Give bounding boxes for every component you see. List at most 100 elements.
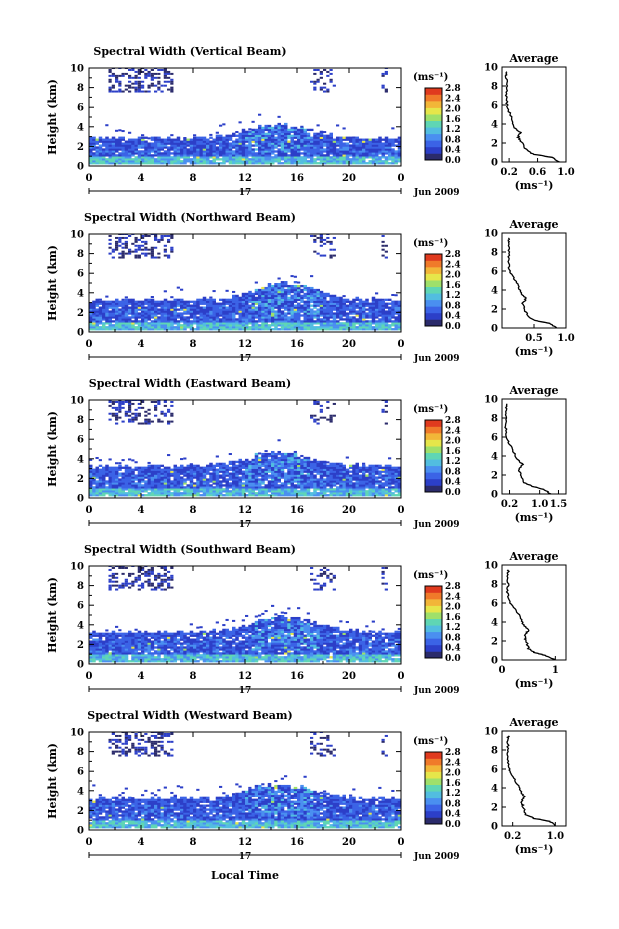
heatmap-cell: [326, 140, 330, 143]
heatmap-cell: [102, 468, 106, 471]
heatmap-cell: [163, 160, 168, 163]
heatmap-cell: [105, 148, 109, 151]
heatmap-cell: [154, 316, 158, 319]
heatmap-cell: [300, 290, 304, 294]
heatmap-cell: [121, 154, 125, 157]
heatmap-cell: [258, 113, 262, 116]
heatmap-cell: [277, 130, 281, 134]
heatmap-cell: [212, 310, 216, 313]
heatmap-cell: [228, 306, 233, 309]
heatmap-cell: [206, 158, 210, 161]
heatmap-cell: [271, 462, 275, 466]
heatmap-cell: [267, 152, 272, 155]
heatmap-cell: [160, 486, 164, 489]
heatmap-cell: [215, 484, 220, 487]
heatmap-cell: [154, 142, 158, 145]
heatmap-cell: [258, 470, 262, 473]
heatmap-cell: [358, 304, 363, 307]
heatmap-cell: [137, 308, 142, 311]
heatmap-cell: [215, 314, 220, 317]
heatmap-cell: [352, 494, 356, 497]
heatmap-cell: [319, 160, 324, 163]
heatmap-cell: [111, 316, 116, 319]
heatmap-cell: [180, 470, 184, 473]
heatmap-cell: [202, 488, 207, 491]
heatmap-cell: [371, 138, 376, 141]
heatmap-cell: [89, 318, 93, 321]
heatmap-cell: [326, 154, 330, 157]
heatmap-cell: [284, 294, 288, 298]
heatmap-cell: [251, 458, 255, 462]
heatmap-cell: [196, 470, 200, 473]
heatmap-cell: [339, 158, 343, 161]
heatmap-cell: [183, 144, 187, 147]
heatmap-cell: [280, 284, 285, 288]
heatmap-cell: [384, 146, 389, 149]
heatmap-cell: [189, 492, 194, 495]
heatmap-cell: [102, 328, 106, 331]
heatmap-cell: [332, 146, 337, 149]
heatmap-cell: [124, 316, 129, 319]
heatmap-cell: [232, 318, 236, 321]
heatmap-cell: [271, 472, 275, 475]
heatmap-cell: [89, 478, 93, 481]
heatmap-cell: [254, 314, 259, 317]
heatmap-cell: [384, 298, 389, 301]
heatmap-cell: [267, 300, 272, 303]
heatmap-cell: [329, 324, 333, 327]
heatmap-cell: [167, 478, 171, 481]
heatmap-cell: [352, 470, 356, 473]
heatmap-cell: [251, 328, 255, 331]
heatmap-cell: [365, 324, 369, 327]
heatmap-cell: [375, 154, 379, 157]
heatmap-cell: [342, 484, 346, 487]
heatmap-cell: [336, 140, 340, 143]
heatmap-cell: [108, 480, 112, 483]
heatmap-cell: [186, 300, 190, 303]
heatmap-cell: [228, 312, 233, 315]
heatmap-cell: [215, 148, 220, 151]
heatmap-cell: [228, 460, 233, 464]
heatmap-cell: [316, 152, 320, 155]
heatmap-cell: [170, 320, 174, 323]
heatmap-cell: [128, 322, 132, 325]
heatmap-cell: [202, 320, 207, 323]
heatmap-cell: [261, 490, 265, 493]
heatmap-cell: [167, 140, 171, 143]
heatmap-cell: [319, 148, 324, 151]
heatmap-cell: [163, 472, 168, 475]
heatmap-cell: [170, 480, 174, 483]
heatmap-cell: [102, 310, 106, 313]
heatmap-cell: [258, 452, 262, 455]
heatmap-cell: [170, 138, 174, 141]
heatmap-cell: [183, 320, 187, 323]
heatmap-cell: [228, 494, 233, 497]
heatmap-cell: [95, 476, 99, 479]
heatmap-cell: [342, 300, 346, 303]
heatmap-cell: [154, 308, 158, 311]
heatmap-cell: [355, 140, 359, 143]
heatmap-cell: [293, 156, 298, 159]
heatmap-cell: [280, 490, 285, 493]
heatmap-cell: [378, 310, 382, 313]
heatmap-cell: [300, 490, 304, 493]
heatmap-cell: [95, 472, 99, 475]
heatmap-cell: [209, 464, 213, 467]
heatmap-cell: [349, 328, 353, 331]
heatmap-cell: [261, 494, 265, 497]
heatmap-cell: [336, 466, 340, 469]
heatmap-cell: [293, 290, 298, 294]
heatmap-cell: [251, 300, 255, 303]
heatmap-cell: [235, 318, 239, 321]
heatmap-cell: [303, 492, 307, 495]
heatmap-cell: [362, 138, 366, 141]
heatmap-cell: [274, 290, 278, 294]
heatmap-cell: [336, 136, 340, 139]
heatmap-cell: [368, 328, 372, 331]
heatmap-cell: [238, 470, 242, 473]
heatmap-cell: [118, 84, 122, 87]
heatmap-cell: [115, 138, 119, 141]
heatmap-cell: [300, 322, 304, 325]
heatmap-cell: [121, 476, 125, 479]
heatmap-cell: [287, 298, 291, 301]
